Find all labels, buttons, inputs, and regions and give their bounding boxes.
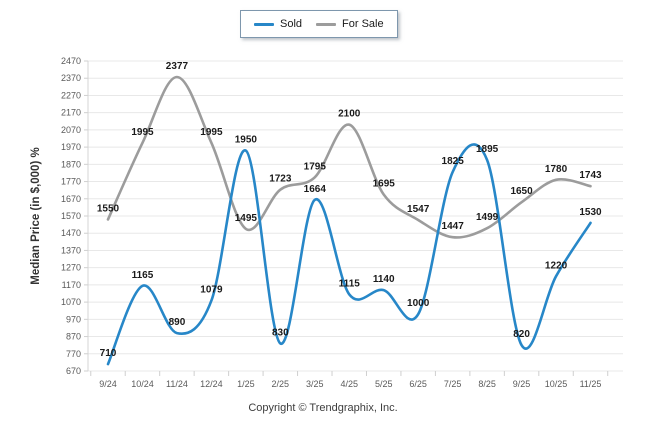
data-label: 1220 [545,260,568,271]
y-tick-label: 2270 [61,90,81,100]
legend-label-sold: Sold [280,18,303,30]
data-label: 1664 [304,184,327,195]
x-tick-label: 8/25 [478,379,496,389]
data-label: 1499 [476,212,499,223]
y-tick-label: 2370 [61,73,81,83]
median-price-line-chart: 2470 2370 2270 2170 2070 1970 1870 1770 1670 1570… [61,56,623,389]
data-label: 1495 [235,213,258,224]
data-label: 1743 [579,170,602,181]
y-tick-label: 1970 [61,142,81,152]
data-label: 1079 [200,285,223,296]
y-tick-label: 1370 [61,245,81,255]
data-label: 890 [169,317,186,328]
data-label: 710 [100,348,117,359]
data-label: 1995 [131,127,154,138]
y-tick-label: 2170 [61,108,81,118]
data-label: 1530 [579,207,602,218]
sold-line [106,143,592,366]
x-tick-label: 2/25 [272,379,290,389]
data-label: 1115 [339,278,361,289]
data-label: 830 [272,327,289,338]
for-sale-line-swatch [316,22,337,26]
x-tick-label: 1/25 [237,379,255,389]
x-tick-label: 10/25 [545,379,568,389]
data-label: 1447 [442,221,465,232]
x-tick-label: 11/24 [166,379,188,389]
y-tick-label: 1170 [62,280,81,290]
y-tick-label: 2070 [61,125,81,135]
data-label: 1650 [510,186,533,197]
chart-legend: Sold For Sale [240,10,398,38]
x-tick-label: 9/24 [99,379,117,389]
x-tick-label: 6/25 [409,379,427,389]
data-label: 1780 [545,164,568,175]
data-label: 1825 [442,156,465,167]
data-label: 1550 [97,203,120,214]
legend-item-for-sale: For Sale [316,18,384,30]
data-label: 1723 [269,174,292,185]
y-tick-label: 770 [66,349,81,359]
x-tick-label: 11/25 [580,379,602,389]
data-label: 1547 [407,204,430,215]
data-label: 1695 [373,178,396,189]
x-tick-label: 4/25 [340,379,358,389]
y-tick-label: 1670 [61,194,81,204]
data-label: 1795 [304,161,327,172]
x-tick-label: 9/25 [513,379,531,389]
x-tick-label: 12/24 [200,379,223,389]
y-tick-label: 1570 [61,211,81,221]
y-tick-label: 1770 [61,177,81,187]
y-tick-label: 1870 [61,159,81,169]
y-tick-label: 870 [66,332,81,342]
data-label: 2377 [166,61,189,72]
data-label: 1165 [132,270,154,281]
data-label: 1140 [373,274,395,285]
sold-line-swatch [254,22,274,26]
legend-item-sold: Sold [254,18,302,30]
y-tick-label: 670 [66,366,81,376]
y-tick-label: 970 [66,314,81,324]
data-label: 2100 [338,109,361,120]
x-tick-label: 3/25 [306,379,324,389]
x-tick-label: 7/25 [444,379,462,389]
data-label: 820 [513,329,530,340]
y-tick-label: 1470 [61,228,81,238]
x-tick-label: 5/25 [375,379,393,389]
legend-label-for-sale: For Sale [342,18,384,30]
for-sale-line [106,75,592,239]
y-tick-label: 2470 [61,56,81,66]
y-tick-label: 1070 [61,297,81,307]
copyright-text: Copyright © Trendgraphix, Inc. [248,402,398,414]
data-label: 1895 [476,144,499,155]
data-label: 1995 [200,127,223,138]
data-label: 1950 [235,135,258,146]
y-tick-label: 1270 [61,263,81,273]
data-label: 1000 [407,298,430,309]
x-tick-label: 10/24 [131,379,154,389]
